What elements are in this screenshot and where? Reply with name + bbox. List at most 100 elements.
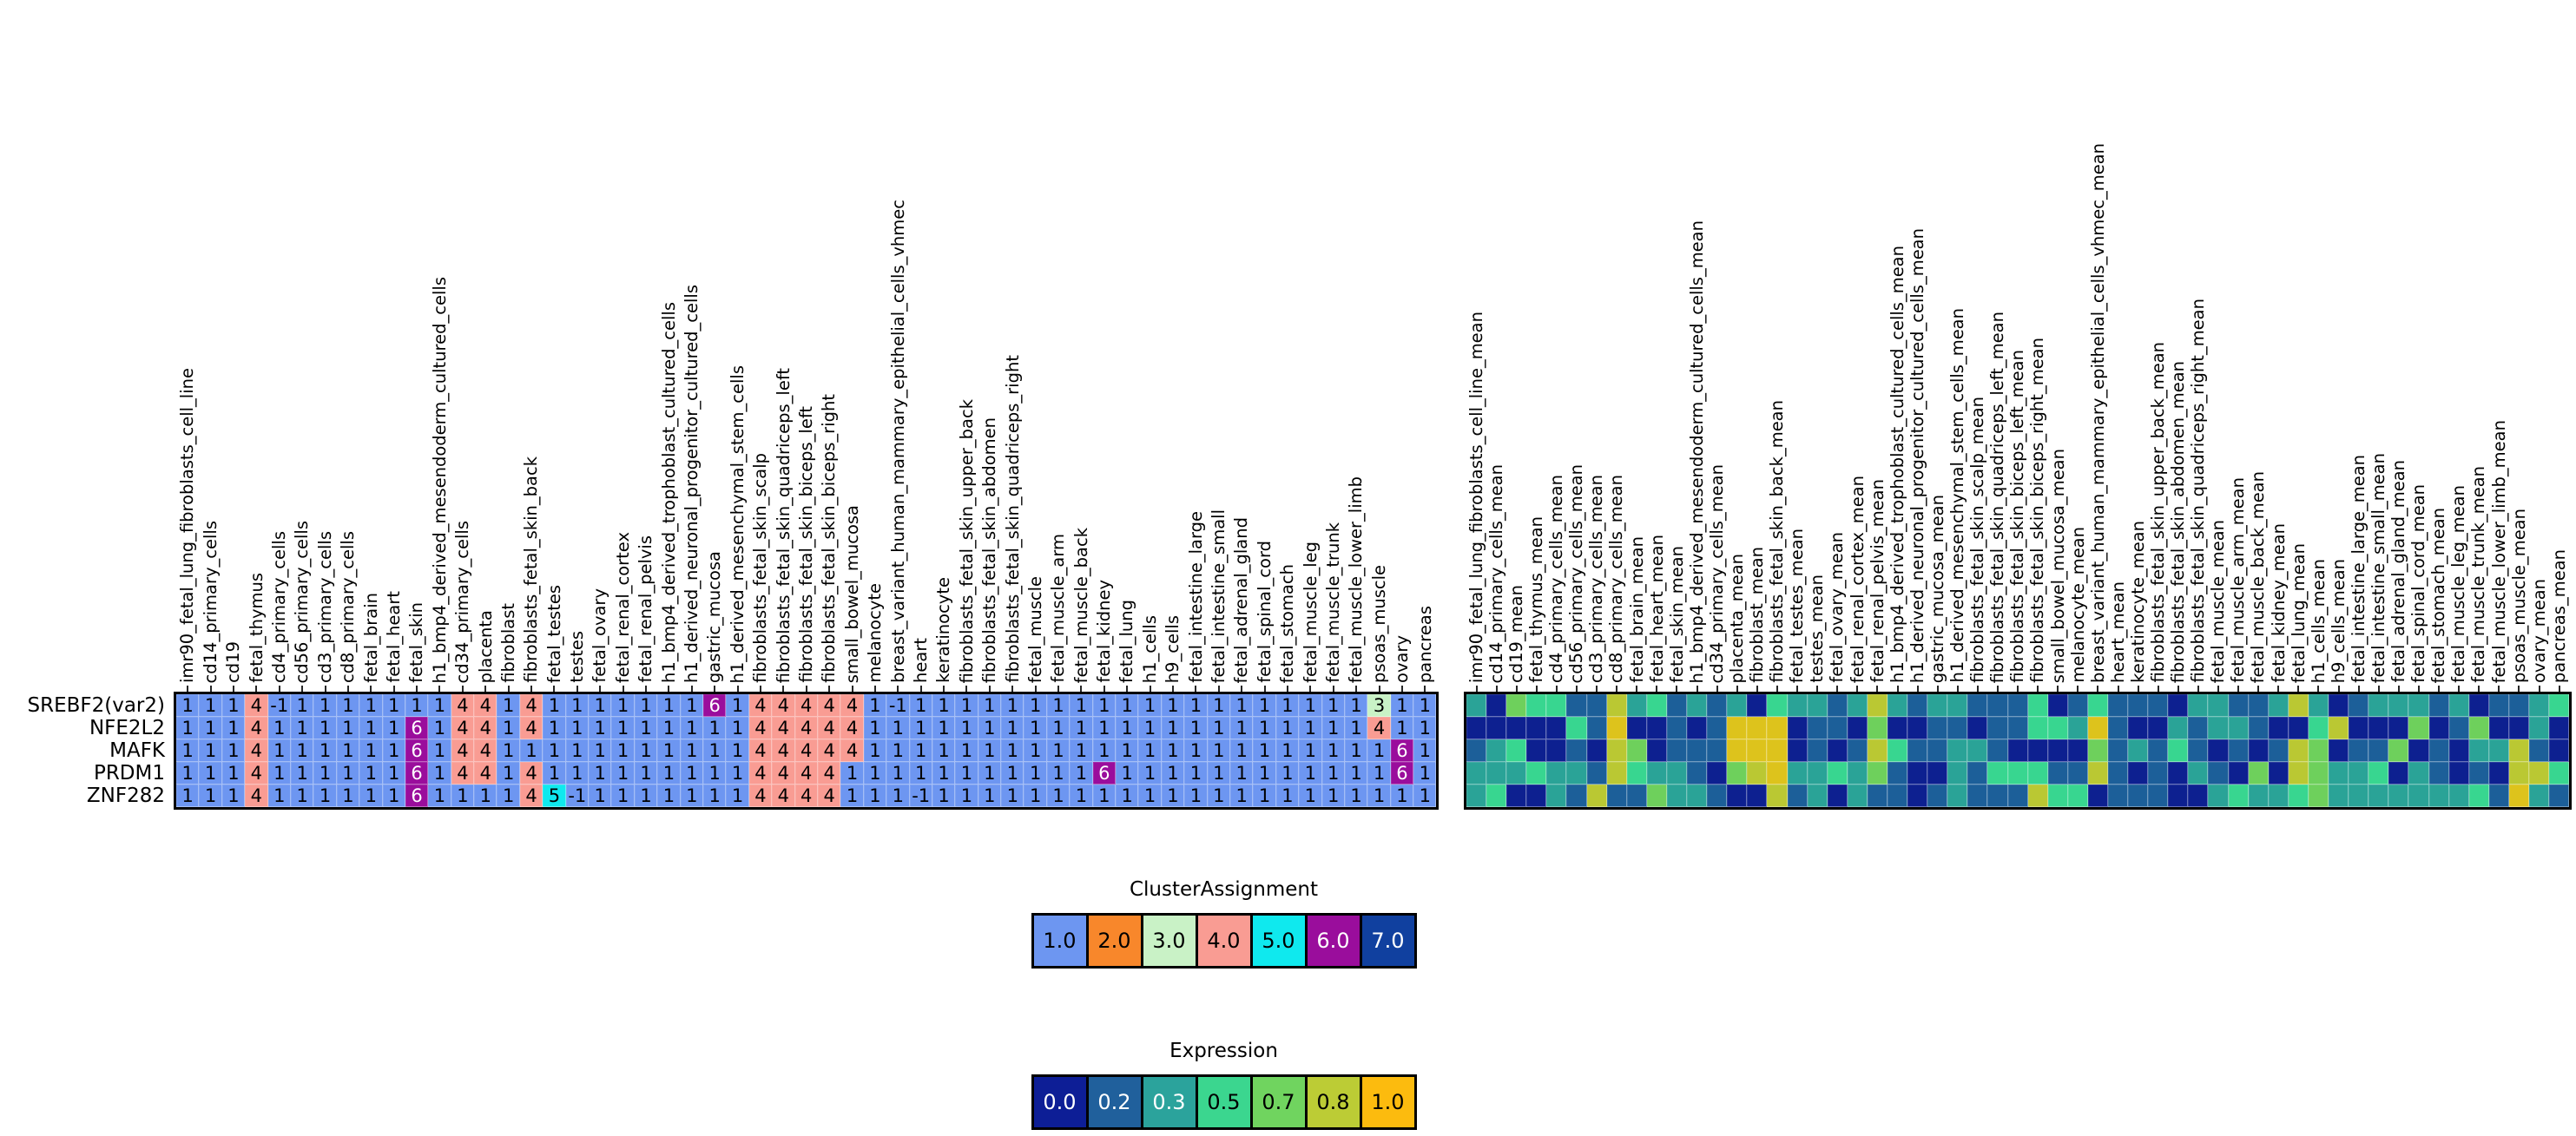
column-tick (1696, 686, 1698, 692)
cluster-cell: 1 (1116, 717, 1139, 739)
column-label-slot: fibroblasts_fetal_skin_back (520, 0, 543, 692)
column-label-slot: fetal_ovary_mean (1827, 0, 1848, 692)
expression-cell (1727, 785, 1748, 807)
column-label-slot: cd4_primary_cells_mean (1546, 0, 1566, 692)
cluster-cell: 4 (794, 694, 818, 717)
expression-cell (2047, 785, 2068, 807)
cluster-cell: 1 (176, 694, 200, 717)
gene-row-label: MAFK (109, 739, 165, 762)
expression-cell (2168, 694, 2189, 717)
cluster-cell: 1 (176, 785, 200, 807)
legend-swatch: 0.3 (1140, 1074, 1198, 1130)
expression-cell (1486, 694, 1507, 717)
cluster-cell: 4 (817, 762, 841, 785)
legend-swatch: 1.0 (1031, 913, 1089, 969)
cluster-cell: 1 (1138, 785, 1162, 807)
column-label-slot: fibroblasts_fetal_skin_biceps_right_mean (2027, 0, 2048, 692)
column-tick (873, 686, 876, 692)
column-label-slot: h9_cells_mean (2329, 0, 2349, 692)
cluster-cell: 1 (1001, 717, 1024, 739)
column-label-slot: fetal_intestine_small (1208, 0, 1230, 692)
cluster-cell: 1 (267, 739, 291, 762)
expression-cell (2329, 717, 2349, 739)
column-tick (2498, 686, 2500, 692)
column-label-slot: fibroblasts_fetal_skin_biceps_right (818, 0, 840, 692)
column-tick (1355, 686, 1358, 692)
cluster-cell: 4 (772, 785, 795, 807)
cluster-cell: 1 (589, 762, 612, 785)
column-label: h1_cells_mean (2308, 558, 2329, 683)
cluster-cell: 1 (359, 694, 383, 717)
expression-cell (1787, 694, 1808, 717)
column-label: fibroblasts_fetal_skin_upper_back (956, 398, 977, 683)
expression-cell (2007, 694, 2028, 717)
expression-cell (2428, 785, 2449, 807)
cluster-cell: 1 (680, 785, 703, 807)
column-label-slot: fetal_skin_mean (1667, 0, 1687, 692)
column-tick (1241, 686, 1243, 692)
column-label-slot: fibroblasts_fetal_skin_scalp (749, 0, 772, 692)
expression-cell (1827, 717, 1848, 739)
cluster-cell: 1 (1046, 762, 1071, 785)
column-tick (1195, 686, 1197, 692)
expression-cell (2248, 717, 2269, 739)
cluster-cell: 1 (611, 694, 635, 717)
cluster-cell: 1 (909, 762, 932, 785)
expression-cell (1907, 762, 1928, 785)
column-label-slot: cd34_primary_cells (451, 0, 474, 692)
cluster-cell: 6 (1390, 739, 1414, 762)
expression-cell (1707, 739, 1728, 762)
column-tick (2197, 686, 2199, 692)
column-label-slot: fetal_intestine_large_mean (2349, 0, 2368, 692)
cluster-cell: 1 (1207, 739, 1230, 762)
cluster-cell: 1 (1024, 762, 1047, 785)
column-label: fetal_thymus_mean (1526, 516, 1547, 683)
cluster-cell: 1 (657, 739, 681, 762)
cluster-cell: 1 (1116, 785, 1139, 807)
expression-cell (1586, 785, 1607, 807)
cluster-cell: 4 (245, 739, 268, 762)
expression-cell (1586, 694, 1607, 717)
expression-cell (2528, 694, 2550, 717)
column-label: fetal_muscle_leg (1300, 542, 1321, 683)
expression-cell (2388, 717, 2409, 739)
cluster-cell: 1 (955, 717, 978, 739)
column-tick (1976, 686, 1979, 692)
expression-cell (1666, 717, 1688, 739)
column-label-slot: cd8_primary_cells (337, 0, 359, 692)
column-label: fetal_muscle_mean (2208, 519, 2229, 683)
expression-cell (2007, 739, 2028, 762)
expression-cell (2388, 785, 2409, 807)
column-label: fetal_renal_cortex_mean (1847, 475, 1868, 683)
expression-cell (2027, 762, 2048, 785)
expression-cell (1947, 785, 1968, 807)
column-label: fetal_muscle_lower_limb (1346, 476, 1367, 683)
column-tick (1286, 686, 1288, 692)
cluster-cell: 1 (176, 717, 200, 739)
column-label: fibroblasts_fetal_skin_biceps_right (819, 394, 840, 683)
expression-cell (2168, 739, 2189, 762)
expression-cell (1967, 762, 1988, 785)
cluster-cell: 1 (359, 739, 383, 762)
expression-cell (2308, 785, 2329, 807)
expression-cell (2388, 694, 2409, 717)
expression-cell (1526, 785, 1547, 807)
expression-cell (2528, 739, 2550, 762)
cluster-cell: 1 (359, 762, 383, 785)
column-label: fetal_kidney (1094, 580, 1115, 683)
expression-cell (2349, 762, 2369, 785)
column-tick (1555, 686, 1558, 692)
column-label-slot: fetal_stomach_mean (2428, 0, 2449, 692)
expression-cell (1807, 694, 1828, 717)
column-label-slot: placenta (474, 0, 497, 692)
cluster-cell: 4 (772, 762, 795, 785)
column-label-slot: cd14_primary_cells_mean (1486, 0, 1506, 692)
column-label-slot: fetal_kidney (1093, 0, 1116, 692)
column-label: cd19 (223, 641, 244, 683)
cluster-cell: 1 (863, 694, 887, 717)
column-tick (759, 686, 761, 692)
cluster-cell: 1 (497, 739, 520, 762)
column-label: fetal_ovary (590, 588, 610, 683)
expression-cell (1687, 739, 1708, 762)
cluster-cell: 4 (772, 694, 795, 717)
